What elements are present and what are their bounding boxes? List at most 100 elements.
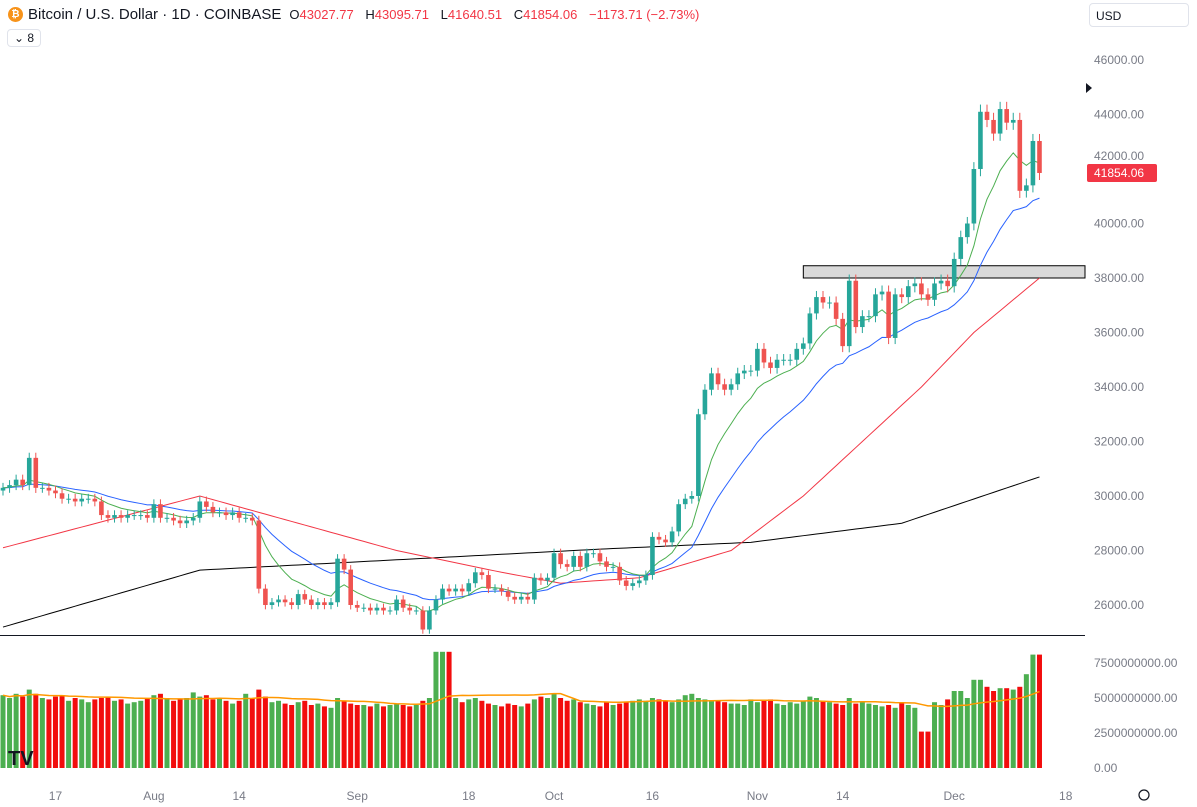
volume-bar [413, 705, 419, 768]
candle-body [532, 577, 537, 600]
volume-bar [66, 700, 72, 768]
candle-body [335, 558, 340, 603]
candle-body [584, 553, 590, 567]
volume-bar [538, 696, 544, 768]
settings-gear-icon[interactable] [1138, 789, 1150, 801]
price-axis-label: 32000.00 [1094, 435, 1144, 449]
change-value: −1173.71 (−2.73%) [588, 7, 700, 22]
indicators-toggle-button[interactable]: ⌄ 8 [7, 29, 42, 47]
volume-bar [335, 698, 341, 768]
candle-body [787, 359, 793, 361]
candle-body [99, 501, 104, 516]
time-axis-label: 14 [232, 789, 246, 803]
volume-bar [571, 699, 577, 768]
candle-body [827, 302, 832, 304]
volume-bar [879, 706, 885, 768]
volume-bar [387, 705, 393, 768]
candle-body [440, 588, 445, 600]
candle-body [204, 501, 209, 507]
candle-body [899, 294, 905, 298]
currency-select[interactable]: USD [1089, 3, 1189, 27]
volume-bar [171, 700, 177, 768]
open-label: O [289, 7, 300, 22]
price-axis-label: 28000.00 [1094, 544, 1144, 558]
candle-body [446, 588, 452, 592]
candle-body [118, 515, 124, 518]
candle-body [912, 283, 918, 287]
volume-bar [781, 705, 787, 768]
candle-body [689, 496, 695, 499]
volume-bar [276, 700, 282, 768]
volume-bar [479, 700, 485, 768]
candle-body [263, 588, 268, 605]
volume-bar [748, 699, 754, 768]
candle-body [735, 373, 741, 385]
candle-body [623, 580, 629, 586]
candle-body [905, 286, 911, 298]
candle-body [505, 591, 511, 597]
candle-body [814, 297, 819, 314]
candle-body [722, 384, 727, 390]
volume-bar [348, 703, 354, 768]
volume-bar [184, 698, 190, 768]
candle-body [197, 501, 203, 518]
candle-body [459, 588, 465, 592]
candle-body [7, 485, 12, 488]
volume-bar [210, 699, 216, 768]
candle-body [40, 487, 45, 489]
candle-body [361, 607, 367, 609]
time-axis-label: Oct [545, 789, 564, 803]
volume-bar [1017, 686, 1023, 768]
volume-bar [328, 707, 334, 768]
candle-body [92, 498, 98, 502]
volume-bar [46, 699, 52, 768]
scroll-right-arrow-icon[interactable] [1086, 83, 1092, 93]
volume-bar [52, 696, 58, 768]
volume-bar [282, 703, 288, 768]
candle-body [1004, 109, 1009, 123]
candle-body [276, 599, 281, 603]
tradingview-logo[interactable]: TV [8, 748, 34, 770]
volume-bar [321, 706, 327, 768]
candle-body [1017, 119, 1023, 191]
volume-bar [190, 692, 196, 768]
volume-bar [407, 706, 413, 768]
volume-bar [1010, 689, 1016, 768]
candle-body [545, 577, 550, 581]
candle-body [656, 536, 662, 540]
low-value: 41640.51 [447, 7, 503, 22]
volume-bar [138, 700, 144, 768]
candle-body [269, 602, 275, 605]
candle-body [630, 583, 636, 586]
price-axis-label: 44000.00 [1094, 108, 1144, 122]
volume-bar [269, 702, 275, 768]
volume-bar [892, 707, 898, 768]
candle-body [525, 596, 531, 600]
candle-body [420, 610, 426, 630]
candle-body [807, 313, 813, 344]
candle-body [761, 348, 767, 363]
volume-bar [1023, 674, 1029, 768]
volume-bar [505, 703, 511, 768]
volume-bar [610, 705, 616, 768]
volume-bar [754, 702, 760, 768]
candle-body [394, 599, 399, 611]
candle-body [538, 577, 544, 581]
candle-body [978, 111, 983, 169]
candle-body [499, 588, 504, 592]
volume-bar [800, 700, 806, 768]
candle-body [13, 479, 19, 486]
candle-body [1010, 119, 1016, 123]
price-axis-label: 34000.00 [1094, 380, 1144, 394]
candle-body [66, 498, 71, 500]
time-axis-label: Sep [347, 789, 369, 803]
volume-bar [938, 705, 944, 768]
support-zone-rectangle [802, 265, 1086, 279]
symbol-title[interactable]: Bitcoin / U.S. Dollar · 1D · COINBASE [28, 6, 282, 23]
candle-body [433, 599, 439, 611]
candle-body [53, 490, 58, 494]
volume-bar [446, 651, 452, 768]
candle-body [781, 359, 786, 361]
candle-body [158, 504, 163, 518]
